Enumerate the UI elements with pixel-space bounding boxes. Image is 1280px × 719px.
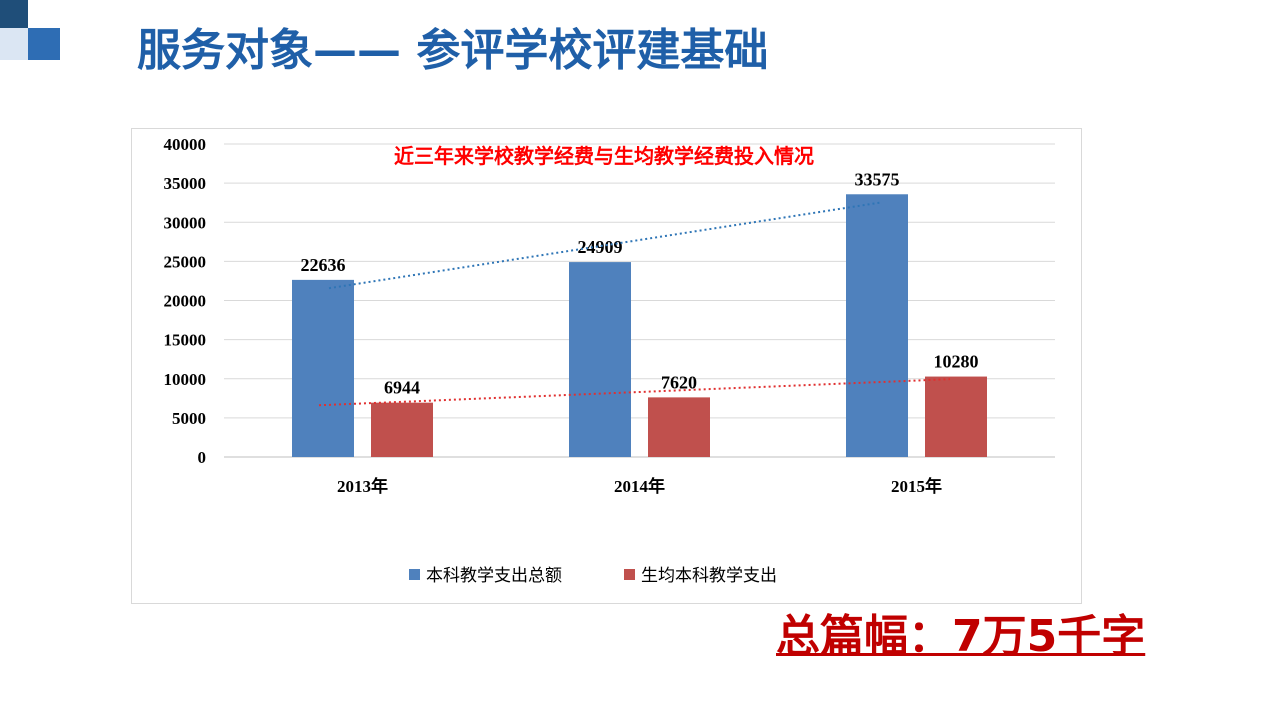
decor-square-light: [0, 28, 28, 60]
slide-title: 服务对象—— 参评学校评建基础: [137, 25, 769, 76]
x-tick-label: 2013年: [337, 476, 388, 496]
bar-total: [292, 279, 354, 457]
data-label: 22636: [301, 255, 346, 275]
chart-frame: 近三年来学校教学经费与生均教学经费投入情况 0 5000 10000 15000 200…: [131, 128, 1082, 604]
y-tick-label: 10000: [164, 370, 207, 389]
bar-per-student: [648, 397, 710, 457]
bar-per-student: [371, 402, 433, 457]
y-tick-label: 25000: [164, 252, 207, 271]
decor-square-blue: [28, 28, 60, 60]
data-label: 33575: [855, 169, 900, 189]
data-label: 7620: [661, 372, 697, 392]
word-count-callout: 总篇幅：7万5千字: [776, 611, 1146, 662]
y-tick-label: 30000: [164, 213, 207, 232]
x-tick-label: 2014年: [614, 476, 665, 496]
bar-per-student: [925, 376, 987, 457]
bar-chart: 近三年来学校教学经费与生均教学经费投入情况 0 5000 10000 15000 200…: [164, 135, 1055, 586]
legend-label: 本科教学支出总额: [426, 566, 562, 586]
y-tick-label: 35000: [164, 174, 207, 193]
chart-title: 近三年来学校教学经费与生均教学经费投入情况: [394, 144, 814, 168]
y-tick-label: 5000: [172, 409, 206, 428]
y-tick-label: 40000: [164, 135, 207, 154]
bar-total: [846, 194, 908, 457]
y-tick-label: 15000: [164, 331, 207, 350]
y-tick-label: 0: [198, 448, 207, 467]
legend-swatch: [409, 569, 420, 580]
legend-label: 生均本科教学支出: [641, 566, 777, 586]
data-label: 24909: [578, 237, 623, 257]
data-label: 6944: [384, 378, 420, 398]
bar-total: [569, 262, 631, 457]
y-tick-label: 20000: [164, 292, 207, 311]
data-label: 10280: [934, 352, 979, 372]
legend-swatch: [624, 569, 635, 580]
trendline-per-student: [318, 378, 951, 407]
x-tick-label: 2015年: [891, 476, 942, 496]
decor-square-dark: [0, 0, 28, 28]
